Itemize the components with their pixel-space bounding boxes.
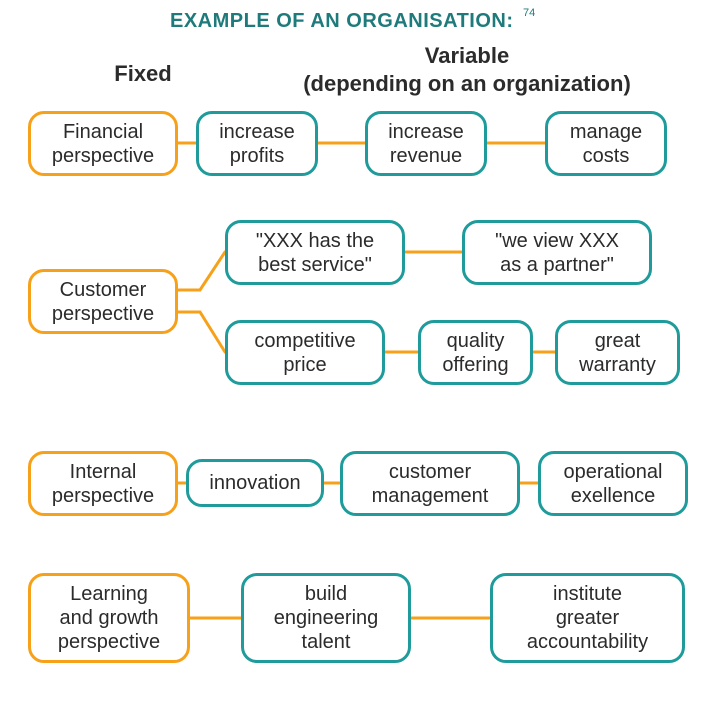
node-learning: Learning and growth perspective	[28, 573, 190, 663]
node-institute: institute greater accountability	[490, 573, 685, 663]
node-customer: Customer perspective	[28, 269, 178, 334]
diagram-stage: EXAMPLE OF AN ORGANISATION: 74 Fixed Var…	[0, 0, 709, 707]
node-build_eng: build engineering talent	[241, 573, 411, 663]
node-comp_price: competitive price	[225, 320, 385, 385]
header-variable: Variable (depending on an organization)	[247, 42, 687, 97]
edge-customer-to-best_service	[178, 252, 225, 290]
node-manage_costs: manage costs	[545, 111, 667, 176]
node-partner: "we view XXX as a partner"	[462, 220, 652, 285]
node-internal: Internal perspective	[28, 451, 178, 516]
node-warranty: great warranty	[555, 320, 680, 385]
node-best_service: "XXX has the best service"	[225, 220, 405, 285]
node-op_excell: operational exellence	[538, 451, 688, 516]
header-fixed: Fixed	[78, 60, 208, 88]
node-cust_mgmt: customer management	[340, 451, 520, 516]
edge-customer-to-comp_price	[178, 312, 225, 352]
diagram-title: EXAMPLE OF AN ORGANISATION:	[170, 10, 514, 33]
node-quality: quality offering	[418, 320, 533, 385]
node-inc_profits: increase profits	[196, 111, 318, 176]
node-financial: Financial perspective	[28, 111, 178, 176]
node-inc_revenue: increase revenue	[365, 111, 487, 176]
node-innovation: innovation	[186, 459, 324, 507]
title-footnote: 74	[523, 7, 535, 19]
